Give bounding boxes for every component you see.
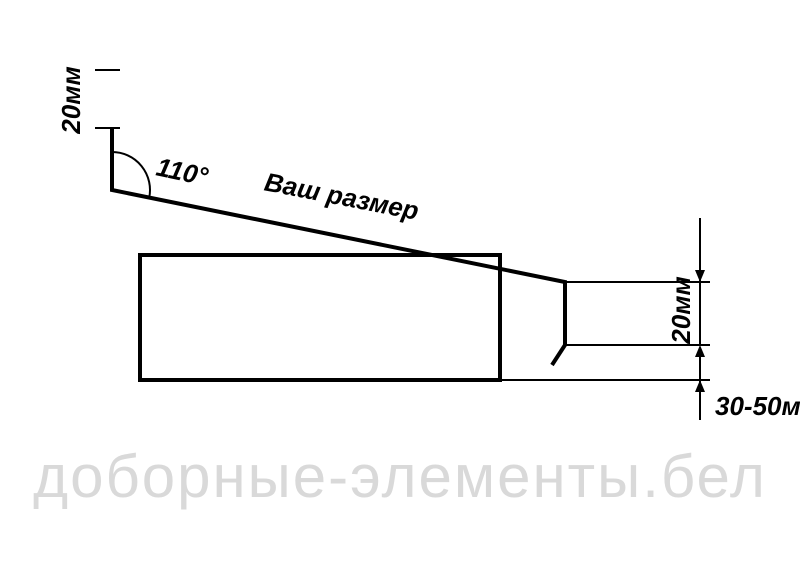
dim-arrow [695,380,705,392]
dim-arrow [695,270,705,282]
label-right-upper: 20мм [666,276,696,344]
label-slope: Ваш размер [262,167,421,226]
watermark-text: доборные-элементы.бел [0,442,800,511]
label-right-lower: 30-50мм [715,391,800,421]
label-left-fold: 20мм [56,66,86,134]
label-angle: 110° [154,152,212,192]
support-rect [140,255,500,380]
